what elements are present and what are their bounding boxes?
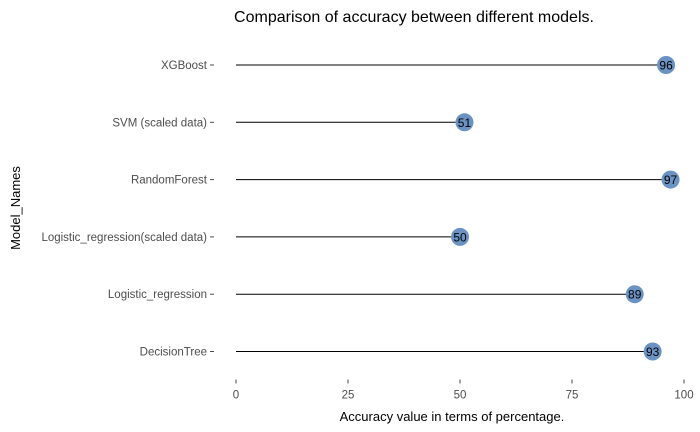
lollipop-point xyxy=(643,342,662,361)
y-tick-label: XGBoost xyxy=(161,60,208,72)
value-label: 96 xyxy=(659,59,673,73)
y-tick-label: RandomForest xyxy=(131,175,208,187)
y-tick-label: Logistic_regression(scaled data) xyxy=(41,232,207,244)
y-tick-label: Logistic_regression xyxy=(108,289,207,301)
value-label: 89 xyxy=(628,288,642,302)
x-tick-label: 75 xyxy=(566,390,579,402)
x-tick-label: 25 xyxy=(342,390,355,402)
lollipop-point xyxy=(451,227,469,246)
y-tick-label: DecisionTree xyxy=(140,347,207,359)
value-label: 97 xyxy=(664,173,678,187)
x-tick-label: 50 xyxy=(454,390,467,402)
y-tick-label: SVM (scaled data) xyxy=(112,117,207,129)
plot-area: XGBoost 96 SVM (scaled data) 51 RandomForest… xyxy=(41,56,694,402)
value-label: 50 xyxy=(453,230,467,244)
lollipop-point xyxy=(455,113,474,132)
lollipop-point xyxy=(661,170,680,189)
y-axis-title: Model_Names xyxy=(8,166,23,250)
value-label: 93 xyxy=(646,345,660,359)
x-tick-label: 0 xyxy=(233,390,239,402)
lollipop-point xyxy=(657,56,676,74)
x-tick-label: 100 xyxy=(674,390,693,402)
lollipop-point xyxy=(625,285,644,304)
value-label: 51 xyxy=(458,116,472,130)
chart-title: Comparison of accuracy between different… xyxy=(234,9,594,26)
x-axis-title: Accuracy value in terms of percentage. xyxy=(340,409,565,424)
